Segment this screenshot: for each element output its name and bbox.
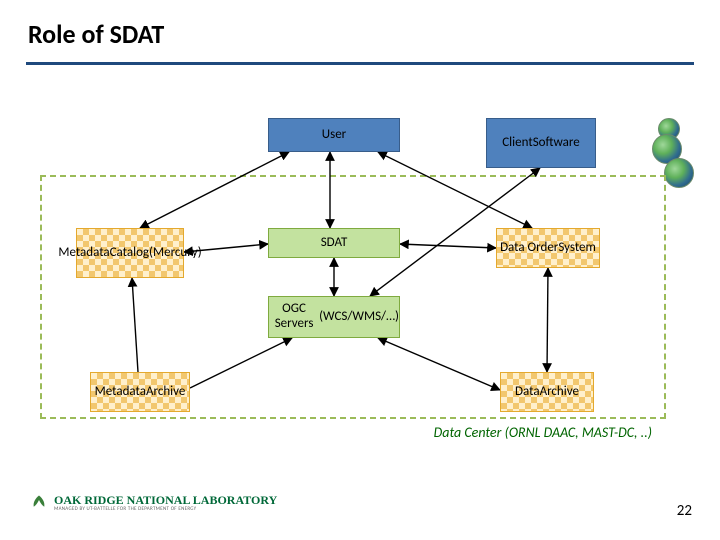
leaf-icon	[30, 494, 48, 512]
diagram-area: Data Center (ORNL DAAC, MAST-DC, ..) Use…	[30, 100, 678, 440]
node-metadata-archive: MetadataArchive	[90, 372, 190, 412]
node-ogc: OGC Servers(WCS/WMS/…)	[268, 296, 400, 338]
node-client: ClientSoftware	[486, 118, 596, 168]
node-sdat: SDAT	[268, 228, 400, 258]
logo-sub: MANAGED BY UT-BATTELLE FOR THE DEPARTMEN…	[54, 507, 277, 512]
node-user: User	[268, 118, 400, 152]
title-underline	[26, 62, 694, 65]
logo-text: OAK RIDGE NATIONAL LABORATORY MANAGED BY…	[54, 494, 277, 512]
footer-logo: OAK RIDGE NATIONAL LABORATORY MANAGED BY…	[30, 494, 277, 512]
page-number: 22	[677, 502, 692, 520]
logo-main: OAK RIDGE NATIONAL LABORATORY	[54, 494, 277, 506]
node-metadata-catalog: MetadataCatalog(Mercury)	[76, 228, 184, 278]
slide-title: Role of SDAT	[28, 18, 164, 50]
data-center-label: Data Center (ORNL DAAC, MAST-DC, ..)	[434, 424, 652, 441]
node-data-archive: DataArchive	[500, 372, 594, 412]
node-data-order: Data OrderSystem	[496, 228, 600, 268]
